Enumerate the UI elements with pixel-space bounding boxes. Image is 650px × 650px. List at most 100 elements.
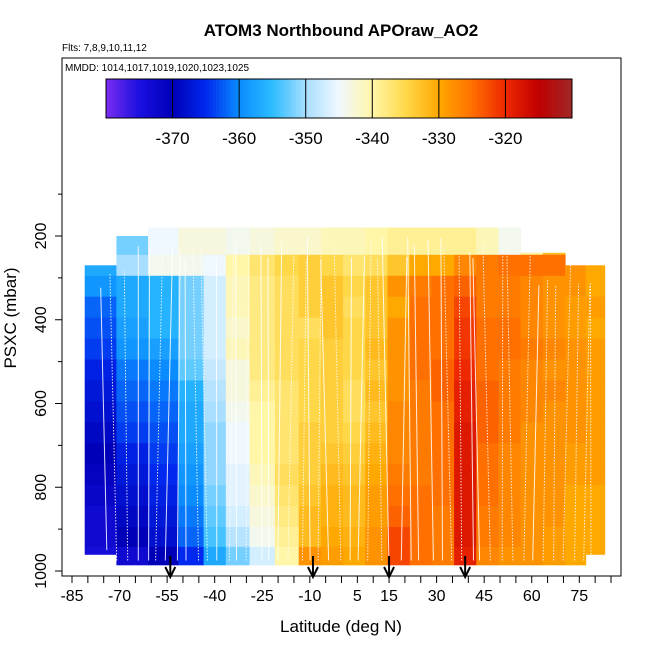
heatmap-cell: [542, 275, 566, 298]
heatmap-cell: [520, 317, 544, 340]
colorbar-segment: [125, 79, 130, 118]
heatmap-cell: [84, 546, 117, 555]
heatmap-cell: [178, 546, 205, 566]
heatmap-cell: [84, 401, 117, 423]
heatmap-cell: [84, 464, 117, 486]
colorbar-segment: [428, 79, 433, 118]
heatmap-cell: [387, 546, 411, 566]
heatmap-cell: [225, 227, 251, 256]
heatmap-cell: [365, 464, 389, 486]
colorbar-segment: [388, 79, 393, 118]
flight-track-line: [443, 246, 453, 561]
flight-track-line: [472, 258, 481, 561]
heatmap-cell: [387, 296, 411, 319]
heatmap-cell: [320, 443, 344, 465]
flight-track-line: [523, 248, 531, 561]
heatmap-cell: [84, 317, 117, 340]
colorbar-segment: [309, 79, 313, 118]
heatmap-cell: [116, 380, 149, 402]
colorbar-segment: [435, 79, 440, 118]
heatmap-cell: [409, 443, 433, 465]
colorbar-segment: [122, 79, 127, 118]
heatmap-cell: [249, 422, 276, 444]
heatmap-cell: [498, 296, 522, 319]
heatmap-cell: [454, 527, 477, 548]
colorbar-segment: [275, 79, 280, 118]
colorbar-segment: [239, 79, 243, 118]
heatmap-cell: [203, 464, 227, 486]
heatmap-cell: [520, 296, 544, 319]
colorbar-tick-label: -360: [222, 129, 256, 148]
heatmap-cell: [409, 422, 433, 444]
heatmap-cell: [298, 422, 322, 444]
heatmap-cell: [116, 546, 149, 566]
heatmap-cell: [454, 338, 477, 361]
heatmap-cell: [116, 464, 149, 486]
colorbar-segment: [425, 79, 430, 118]
colorbar-segment: [179, 79, 184, 118]
heatmap-cell: [298, 296, 322, 319]
heatmap-cell: [203, 380, 227, 402]
heatmap-cell: [116, 506, 149, 528]
heatmap-cell: [387, 338, 411, 361]
heatmap-cell: [365, 296, 389, 319]
heatmap-cell: [454, 443, 477, 465]
colorbar-segment: [565, 79, 570, 118]
colorbar-segment: [152, 79, 157, 118]
heatmap-cell: [343, 464, 366, 486]
colorbar-segment: [532, 79, 536, 118]
heatmap-cell: [565, 527, 587, 548]
heatmap-cell: [409, 359, 433, 381]
heatmap-cell: [225, 296, 251, 319]
heatmap-cell: [387, 254, 411, 277]
heatmap-cell: [178, 227, 205, 256]
flight-track-line: [320, 259, 330, 561]
heatmap-cell: [116, 275, 149, 298]
colorbar-segment: [372, 79, 377, 118]
heatmap-cell: [520, 401, 544, 423]
heatmap-cell: [84, 359, 117, 381]
heatmap-cell: [565, 359, 587, 381]
colorbar-segment: [182, 79, 187, 118]
colorbar-segment: [205, 79, 210, 118]
colorbar-segment: [405, 79, 410, 118]
dates-note: MMDD: 1014,1017,1019,1020,1023,1025: [65, 63, 249, 74]
heatmap-cell: [565, 338, 587, 361]
flight-track-line: [413, 244, 420, 561]
colorbar-segment: [418, 79, 423, 118]
heatmap-cell: [409, 527, 433, 548]
flight-track-line: [367, 239, 372, 561]
heatmap-cell: [116, 236, 149, 256]
colorbar-segment: [488, 79, 493, 118]
colorbar-segment: [525, 79, 530, 118]
heatmap-cell: [225, 275, 251, 298]
heatmap-cell: [249, 380, 276, 402]
colorbar-segment: [468, 79, 473, 118]
colorbar-segment: [415, 79, 420, 118]
heatmap-cell: [343, 275, 366, 298]
heatmap-cell: [249, 527, 276, 548]
heatmap-cell: [431, 227, 455, 256]
flight-track-line: [377, 257, 383, 561]
heatmap-cell: [148, 380, 179, 402]
heatmap-cell: [84, 443, 117, 465]
colorbar-segment: [199, 79, 204, 118]
heatmap-cell: [116, 254, 149, 277]
colorbar-segment: [508, 79, 513, 118]
heatmap-cell: [148, 546, 179, 566]
heatmap-cell: [203, 359, 227, 381]
heatmap-cell: [387, 527, 411, 548]
colorbar-segment: [515, 79, 520, 118]
heatmap-cell: [387, 485, 411, 507]
heatmap-cell: [520, 252, 544, 256]
heatmap-cell: [178, 401, 205, 423]
heatmap-cell: [203, 443, 227, 465]
heatmap-cell: [298, 275, 322, 298]
heatmap-cell: [178, 275, 205, 298]
heatmap-cell: [249, 338, 276, 361]
heatmap-cell: [320, 275, 344, 298]
colorbar-segment: [368, 79, 373, 118]
colorbar-segment: [398, 79, 403, 118]
heatmap-cell: [225, 254, 251, 277]
flight-track-line: [553, 285, 557, 561]
